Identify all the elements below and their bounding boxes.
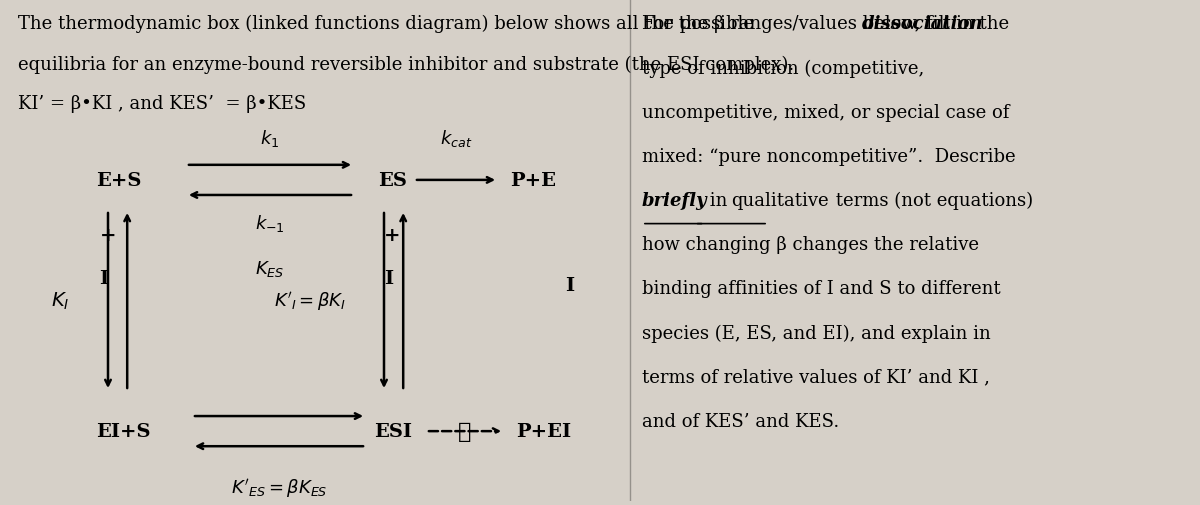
Text: I: I (100, 269, 109, 287)
Text: species (E, ES, and EI), and explain in: species (E, ES, and EI), and explain in (642, 324, 991, 342)
Text: terms of relative values of KI’ and KI ,: terms of relative values of KI’ and KI , (642, 368, 990, 386)
Text: ✕: ✕ (458, 420, 472, 442)
Text: The thermodynamic box (linked functions diagram) below shows all the possible: The thermodynamic box (linked functions … (18, 15, 760, 33)
Text: I: I (565, 277, 575, 295)
Text: I: I (384, 269, 394, 287)
Text: $K_{ES}$: $K_{ES}$ (256, 259, 284, 278)
Text: terms (not equations): terms (not equations) (830, 191, 1033, 210)
Text: $k_{cat}$: $k_{cat}$ (439, 127, 473, 148)
Text: P+E: P+E (510, 172, 556, 189)
Text: binding affinities of I and S to different: binding affinities of I and S to differe… (642, 280, 1001, 298)
Text: $k_{-1}$: $k_{-1}$ (256, 213, 284, 234)
Text: ES: ES (378, 172, 407, 189)
Text: For the β ranges/values below, fill in the: For the β ranges/values below, fill in t… (642, 15, 1009, 33)
Text: uncompetitive, mixed, or special case of: uncompetitive, mixed, or special case of (642, 104, 1009, 121)
Text: mixed: “pure noncompetitive”.  Describe: mixed: “pure noncompetitive”. Describe (642, 147, 1015, 166)
Text: E+S: E+S (96, 172, 142, 189)
Text: ESI: ESI (374, 422, 413, 440)
Text: EI+S: EI+S (96, 422, 150, 440)
Text: $K'_I = \beta K_I$: $K'_I = \beta K_I$ (274, 289, 346, 313)
Text: $k_1$: $k_1$ (260, 127, 280, 148)
Text: $K_I$: $K_I$ (50, 290, 70, 312)
Text: qualitative: qualitative (731, 191, 828, 210)
Text: in: in (704, 191, 733, 210)
Text: $K'_{ES} = \beta K_{ES}$: $K'_{ES} = \beta K_{ES}$ (230, 476, 328, 499)
Text: +: + (100, 227, 116, 245)
Text: equilibria for an enzyme-bound reversible inhibitor and substrate (the ESI compl: equilibria for an enzyme-bound reversibl… (18, 55, 794, 73)
Text: how changing β changes the relative: how changing β changes the relative (642, 236, 979, 254)
Text: KI’ = β•KI , and KES’  = β•KES: KI’ = β•KI , and KES’ = β•KES (18, 95, 306, 113)
Text: +: + (384, 227, 401, 245)
Text: and of KES’ and KES.: and of KES’ and KES. (642, 412, 839, 430)
Text: type of inhibition (competitive,: type of inhibition (competitive, (642, 59, 924, 77)
Text: P+EI: P+EI (516, 422, 571, 440)
Text: briefly: briefly (642, 191, 708, 210)
Text: dissociation: dissociation (862, 15, 983, 33)
